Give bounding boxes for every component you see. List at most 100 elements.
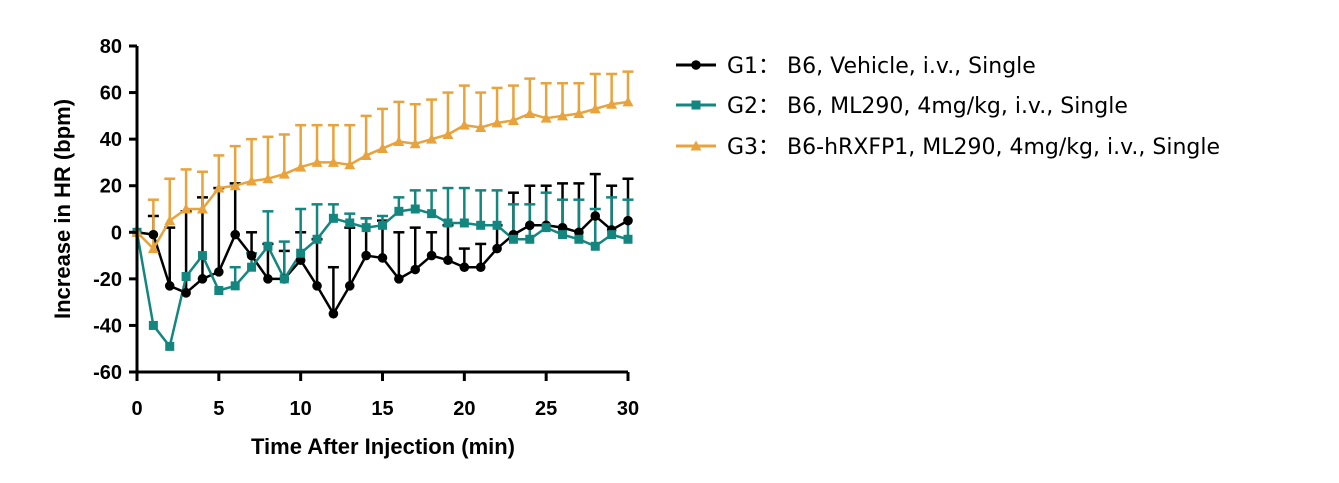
data-point-g2 <box>574 234 584 244</box>
y-tick-label: 0 <box>111 222 122 244</box>
data-point-g1 <box>475 262 486 273</box>
y-tick-label: 60 <box>100 83 122 105</box>
data-point-g1 <box>443 255 453 266</box>
data-point-g2 <box>214 286 224 295</box>
data-point-g2 <box>623 234 633 244</box>
data-point-g3 <box>311 156 323 167</box>
error-bars <box>147 70 634 314</box>
y-tick-label: -20 <box>93 269 122 291</box>
data-point-g3 <box>327 156 339 167</box>
y-tick-label: 20 <box>100 176 122 198</box>
data-point-g1 <box>181 288 191 298</box>
x-tick-label: 20 <box>453 398 475 420</box>
data-point-g1 <box>623 215 633 226</box>
legend-label: G2： B6, ML290, 4mg/kg, i.v., Single <box>727 94 1128 119</box>
data-point-g1 <box>525 220 535 231</box>
data-point-g2 <box>492 220 502 230</box>
data-point-g3 <box>589 103 601 114</box>
data-point-g3 <box>573 108 585 119</box>
y-tick-label: -60 <box>93 362 122 384</box>
data-point-g3 <box>393 135 405 146</box>
data-point-g2 <box>607 230 617 240</box>
legend-marker-circle-icon <box>691 60 701 70</box>
data-point-g2 <box>148 320 158 330</box>
data-point-g2 <box>427 209 437 219</box>
data-point-g2 <box>361 223 371 233</box>
data-point-g3 <box>458 119 470 130</box>
data-point-g2 <box>197 251 207 261</box>
y-axis-label: Increase in HR (bpm) <box>50 99 75 319</box>
data-point-g3 <box>147 243 159 254</box>
data-point-g1 <box>246 250 257 261</box>
x-tick-label: 0 <box>131 398 142 420</box>
data-point-g2 <box>378 220 387 230</box>
x-tick-label: 10 <box>290 398 312 420</box>
data-point-g1 <box>590 211 601 221</box>
legend: G1： B6, Vehicle, i.v., Single G2： B6, ML2… <box>676 54 1220 160</box>
data-point-g3 <box>540 112 552 123</box>
data-point-g1 <box>394 274 404 284</box>
data-point-g1 <box>557 222 568 233</box>
data-point-g3 <box>262 173 274 184</box>
legend-label: G1： B6, Vehicle, i.v., Single <box>727 54 1036 79</box>
legend-item-g1: G1： B6, Vehicle, i.v., Single <box>676 54 1036 79</box>
data-point-g1 <box>410 264 421 275</box>
data-point-g3 <box>278 168 290 179</box>
x-tick-label: 25 <box>535 398 557 420</box>
data-point-g3 <box>213 182 225 193</box>
axes <box>135 46 628 374</box>
data-point-g2 <box>590 241 600 251</box>
data-point-g1 <box>295 255 306 266</box>
data-point-g1 <box>214 267 224 277</box>
data-point-g3 <box>164 215 176 226</box>
legend-marker-triangle-icon <box>690 140 702 151</box>
x-tick-label: 5 <box>213 398 224 420</box>
data-point-g1 <box>328 308 339 319</box>
data-point-g2 <box>558 230 568 240</box>
legend-item-g2: G2： B6, ML290, 4mg/kg, i.v., Single <box>676 94 1128 119</box>
x-tick-label: 15 <box>371 398 393 420</box>
data-point-g3 <box>377 142 388 153</box>
data-point-g2 <box>312 234 322 244</box>
data-point-g3 <box>246 175 258 186</box>
data-point-g3 <box>229 180 241 191</box>
data-point-g1 <box>377 253 388 263</box>
data-point-g3 <box>344 159 356 170</box>
data-point-g2 <box>230 281 240 291</box>
data-point-g3 <box>475 122 487 132</box>
data-point-g3 <box>507 115 519 126</box>
data-point-g3 <box>196 203 208 214</box>
y-ticks: -60 -40 -20 0 20 40 60 80 <box>93 36 137 384</box>
data-point-g3 <box>491 117 503 128</box>
data-point-g1 <box>459 262 470 273</box>
data-point-g2 <box>263 241 273 251</box>
data-point-g3 <box>426 133 438 144</box>
data-point-g2 <box>328 213 338 223</box>
data-point-g1 <box>492 243 502 254</box>
data-point-g1 <box>164 281 175 291</box>
data-point-g3 <box>442 128 454 139</box>
data-point-g1 <box>197 274 208 284</box>
y-tick-label: 80 <box>100 36 122 58</box>
data-point-g1 <box>312 281 322 291</box>
series-markers <box>131 96 634 351</box>
data-point-g3 <box>622 96 634 107</box>
data-point-g3 <box>180 203 192 214</box>
x-ticks: 0 5 10 15 20 25 30 <box>131 372 639 420</box>
data-point-g1 <box>263 274 273 284</box>
data-point-g3 <box>557 110 569 121</box>
data-point-g2 <box>508 234 518 244</box>
data-point-g3 <box>295 161 307 172</box>
data-point-g2 <box>165 341 175 351</box>
data-point-g1 <box>344 281 355 291</box>
legend-item-g3: G3： B6-hRXFP1, ML290, 4mg/kg, i.v., Sing… <box>676 135 1220 160</box>
data-point-g1 <box>230 229 240 240</box>
x-tick-label: 30 <box>617 398 639 420</box>
legend-label: G3： B6-hRXFP1, ML290, 4mg/kg, i.v., Sing… <box>727 135 1220 160</box>
data-point-g2 <box>443 218 453 228</box>
data-point-g2 <box>296 248 306 258</box>
data-point-g1 <box>574 227 584 238</box>
y-tick-label: -40 <box>93 315 122 337</box>
data-point-g1 <box>426 250 437 261</box>
